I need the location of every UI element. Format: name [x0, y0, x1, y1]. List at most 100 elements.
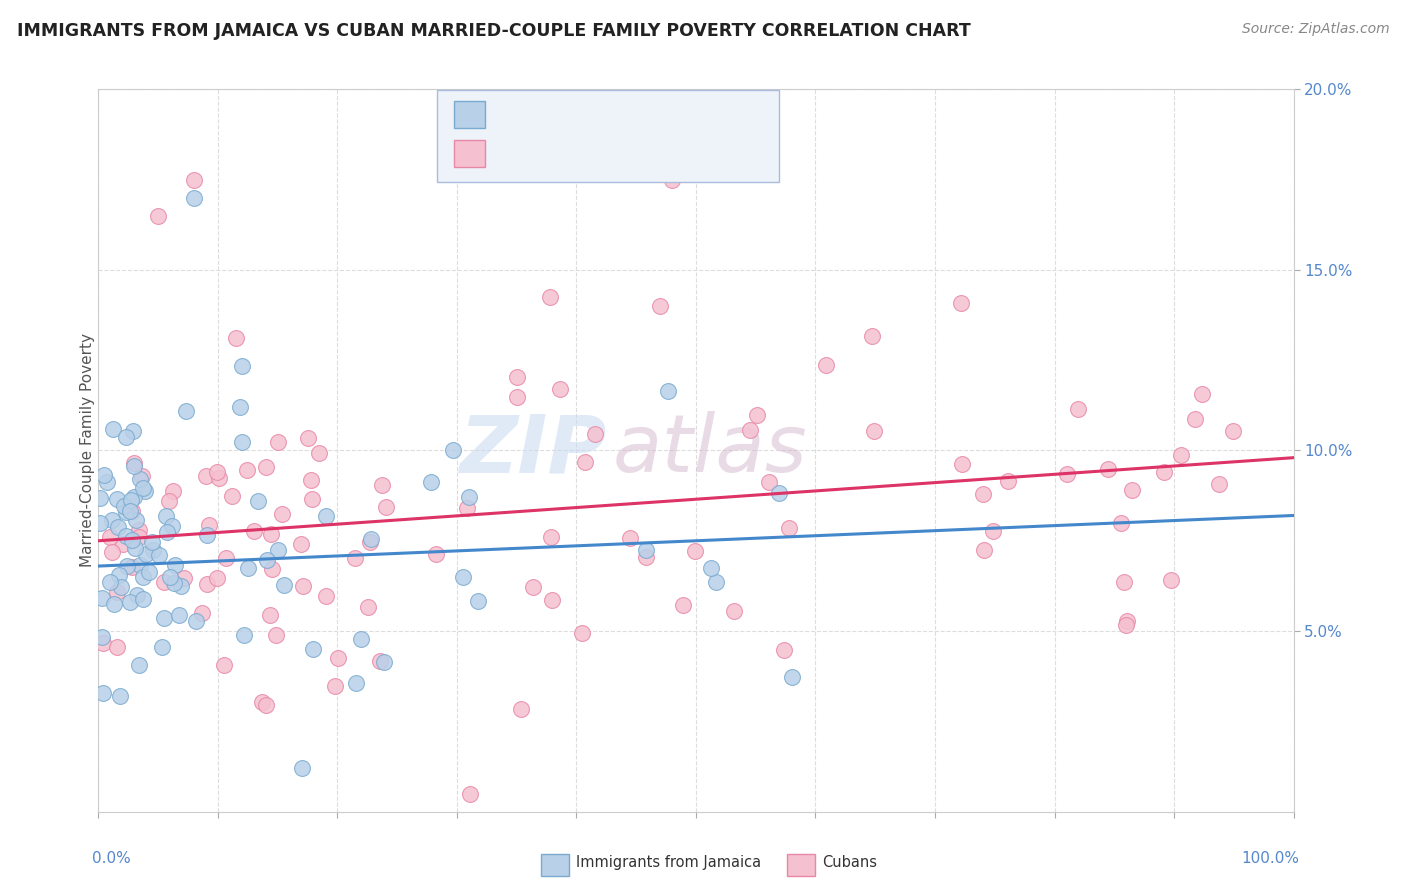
Point	[195, 527, 218, 541]
Point	[229, 400, 252, 414]
Point	[115, 505, 138, 519]
Point	[254, 698, 277, 712]
Point	[135, 547, 157, 561]
Point	[134, 484, 156, 499]
Point	[125, 513, 148, 527]
Point	[129, 558, 152, 573]
Point	[1160, 573, 1182, 587]
Point	[370, 478, 392, 492]
Point	[91, 591, 114, 606]
Point	[114, 499, 136, 513]
Point	[124, 541, 146, 556]
Point	[195, 468, 218, 483]
Point	[301, 492, 323, 507]
Point	[1184, 412, 1206, 426]
Point	[506, 390, 529, 404]
Point	[950, 457, 973, 471]
Point	[191, 606, 214, 620]
Point	[205, 465, 228, 479]
Point	[120, 504, 142, 518]
Point	[174, 404, 197, 418]
Point	[260, 562, 283, 576]
Point	[1170, 448, 1192, 462]
Point	[236, 560, 259, 574]
Point	[132, 591, 155, 606]
Point	[122, 456, 145, 470]
Point	[148, 209, 170, 223]
Point	[357, 600, 380, 615]
Text: R =: R =	[494, 146, 533, 164]
Point	[634, 549, 657, 564]
Point	[124, 490, 146, 504]
Point	[657, 384, 679, 399]
Point	[683, 543, 706, 558]
Point	[225, 331, 247, 345]
Text: Cubans: Cubans	[823, 855, 877, 870]
Y-axis label: Married-Couple Family Poverty: Married-Couple Family Poverty	[80, 334, 94, 567]
Point	[142, 543, 165, 558]
Point	[231, 359, 253, 373]
Point	[242, 524, 264, 538]
Point	[506, 370, 529, 384]
Text: 84: 84	[647, 107, 672, 125]
Point	[131, 469, 153, 483]
Point	[221, 489, 243, 503]
Point	[301, 641, 323, 656]
Point	[91, 636, 114, 650]
Point	[328, 650, 350, 665]
Point	[1067, 402, 1090, 417]
Point	[456, 501, 478, 516]
Point	[540, 530, 562, 544]
Text: ZIP: ZIP	[458, 411, 606, 490]
Point	[115, 529, 138, 543]
Point	[315, 589, 337, 603]
Point	[1121, 483, 1143, 497]
Point	[153, 574, 176, 589]
Point	[101, 422, 124, 436]
Point	[98, 530, 121, 544]
Point	[127, 588, 149, 602]
Point	[155, 508, 177, 523]
Point	[291, 761, 314, 775]
Point	[291, 579, 314, 593]
Point	[141, 535, 163, 549]
Text: 105: 105	[647, 146, 685, 164]
Point	[138, 566, 160, 580]
Point	[343, 551, 366, 566]
Point	[273, 578, 295, 592]
Point	[236, 463, 259, 477]
Point	[256, 553, 278, 567]
Point	[1114, 574, 1136, 589]
Point	[359, 534, 381, 549]
Point	[583, 427, 606, 442]
Point	[1208, 477, 1230, 491]
Point	[997, 474, 1019, 488]
Point	[745, 409, 768, 423]
Point	[205, 571, 228, 585]
Point	[156, 524, 179, 539]
Point	[981, 524, 1004, 538]
Point	[215, 551, 238, 566]
Point	[170, 579, 193, 593]
Point	[1222, 425, 1244, 439]
Point	[374, 500, 396, 514]
Point	[100, 545, 122, 559]
Point	[738, 423, 761, 437]
Point	[159, 570, 181, 584]
Point	[672, 598, 695, 612]
Point	[208, 471, 231, 485]
Point	[183, 172, 205, 186]
Point	[863, 425, 886, 439]
Point	[264, 628, 287, 642]
Point	[121, 503, 143, 517]
Point	[704, 574, 727, 589]
Point	[162, 519, 184, 533]
Point	[1153, 465, 1175, 479]
Text: N=: N=	[609, 107, 643, 125]
Point	[522, 580, 544, 594]
Point	[212, 657, 235, 672]
Point	[115, 559, 138, 574]
Point	[256, 459, 278, 474]
Point	[451, 570, 474, 584]
Point	[110, 690, 132, 704]
